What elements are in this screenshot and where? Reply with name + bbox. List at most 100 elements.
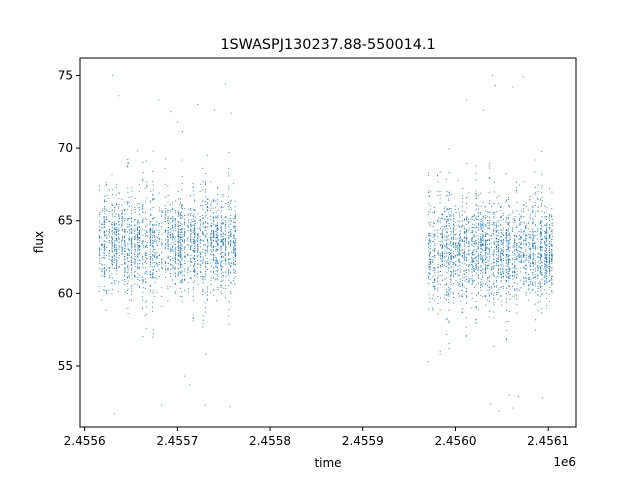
data-point: [482, 220, 484, 222]
data-point: [446, 216, 448, 218]
data-point: [495, 230, 497, 232]
data-point: [224, 241, 226, 243]
data-point: [137, 246, 139, 248]
data-point: [139, 286, 141, 288]
data-point: [144, 233, 146, 235]
data-point: [548, 237, 550, 239]
data-point: [437, 303, 439, 305]
data-point: [527, 289, 529, 291]
data-point: [235, 214, 237, 216]
data-point: [144, 278, 146, 280]
data-point: [210, 230, 213, 232]
data-point: [111, 256, 113, 258]
data-point: [234, 252, 236, 255]
data-point: [492, 272, 495, 274]
data-point: [142, 282, 144, 284]
data-point: [210, 225, 212, 227]
data-point: [480, 285, 482, 287]
data-point: [540, 290, 542, 292]
data-point: [137, 237, 139, 240]
data-point: [475, 294, 477, 296]
data-point: [113, 250, 116, 252]
data-point: [462, 252, 464, 254]
data-point: [227, 259, 229, 261]
data-point: [429, 248, 431, 250]
data-point: [448, 294, 450, 296]
data-point: [545, 270, 548, 272]
data-point: [472, 264, 474, 266]
data-point: [432, 267, 434, 269]
data-point: [207, 248, 209, 250]
data-point: [150, 239, 152, 241]
data-point: [461, 240, 463, 242]
data-point: [164, 262, 166, 264]
data-point: [187, 255, 189, 257]
data-point: [539, 300, 541, 302]
data-point: [101, 271, 103, 273]
data-point: [213, 259, 215, 261]
data-point: [544, 260, 546, 263]
data-point: [482, 235, 484, 237]
data-point: [205, 204, 207, 206]
data-point: [502, 287, 504, 289]
data-point: [138, 209, 141, 211]
data-point: [130, 300, 133, 302]
data-point: [131, 233, 133, 235]
data-point: [518, 260, 520, 263]
data-point: [118, 198, 120, 200]
data-point: [204, 276, 206, 278]
data-point: [200, 260, 202, 262]
data-point: [228, 323, 230, 326]
data-point: [124, 269, 126, 271]
data-point: [432, 256, 434, 258]
data-point: [549, 300, 551, 302]
data-point: [190, 236, 192, 238]
data-point: [468, 227, 470, 229]
data-point: [217, 214, 219, 216]
data-point: [167, 239, 169, 241]
data-point: [204, 292, 206, 294]
data-point: [477, 261, 479, 263]
data-point: [518, 254, 520, 256]
data-point: [113, 222, 115, 225]
data-point: [551, 257, 553, 259]
data-point: [113, 413, 115, 415]
x-tick-label: 2.4557: [156, 434, 198, 448]
data-point: [233, 228, 235, 230]
data-point: [514, 267, 516, 269]
data-point: [532, 205, 534, 207]
data-point: [432, 237, 434, 239]
data-point: [181, 159, 183, 161]
data-point: [104, 200, 106, 202]
data-point: [539, 295, 542, 297]
data-point: [549, 241, 551, 243]
data-point: [493, 317, 495, 319]
data-point: [138, 234, 140, 236]
data-point: [194, 210, 196, 212]
data-point: [540, 250, 542, 252]
data-point: [537, 255, 539, 258]
data-point: [134, 238, 136, 240]
data-point: [551, 248, 553, 250]
data-point: [544, 263, 546, 265]
data-point: [177, 263, 179, 265]
data-point: [149, 231, 151, 233]
data-point: [518, 219, 520, 221]
data-point: [115, 266, 118, 268]
data-point: [127, 256, 129, 258]
data-point: [448, 235, 450, 237]
data-point: [482, 202, 484, 204]
data-point: [126, 258, 129, 260]
data-point: [452, 272, 454, 274]
data-point: [513, 218, 515, 220]
data-point: [225, 203, 227, 205]
data-point: [184, 207, 186, 209]
data-point: [434, 287, 436, 289]
data-point: [111, 233, 113, 235]
data-point: [105, 309, 107, 311]
data-point: [152, 249, 154, 251]
data-point: [466, 216, 468, 218]
data-point: [108, 231, 110, 233]
data-point: [174, 223, 176, 225]
data-point: [493, 233, 495, 235]
